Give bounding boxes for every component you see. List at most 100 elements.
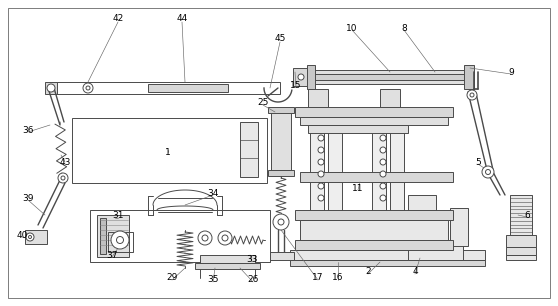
Bar xyxy=(308,74,466,80)
Circle shape xyxy=(318,147,324,153)
Bar xyxy=(506,235,536,247)
Bar xyxy=(307,65,315,89)
Bar xyxy=(25,230,47,244)
Text: 44: 44 xyxy=(176,13,187,23)
Bar xyxy=(308,70,466,84)
Circle shape xyxy=(380,171,386,177)
Text: 2: 2 xyxy=(365,267,371,277)
Bar xyxy=(408,245,463,260)
Circle shape xyxy=(318,183,324,189)
Circle shape xyxy=(380,159,386,165)
Bar xyxy=(72,118,267,183)
Bar xyxy=(290,260,485,266)
Circle shape xyxy=(380,195,386,201)
Text: 9: 9 xyxy=(508,68,514,76)
Circle shape xyxy=(482,166,494,178)
Bar xyxy=(108,232,133,252)
Circle shape xyxy=(318,171,324,177)
Bar xyxy=(308,125,408,133)
Circle shape xyxy=(47,84,55,92)
Circle shape xyxy=(28,236,31,238)
Bar xyxy=(510,195,532,235)
Bar xyxy=(506,247,536,255)
Bar xyxy=(200,255,255,263)
Text: 5: 5 xyxy=(475,158,481,166)
Bar xyxy=(372,125,386,220)
Text: 17: 17 xyxy=(312,274,324,282)
Bar xyxy=(90,210,270,262)
Bar xyxy=(380,89,400,107)
Bar xyxy=(308,89,328,107)
Circle shape xyxy=(318,195,324,201)
Text: 6: 6 xyxy=(524,211,530,219)
Text: 29: 29 xyxy=(166,274,177,282)
Bar xyxy=(148,84,228,92)
Bar xyxy=(271,108,291,170)
Bar xyxy=(464,65,474,89)
Text: 8: 8 xyxy=(401,24,407,32)
Circle shape xyxy=(470,93,474,97)
Circle shape xyxy=(61,176,65,180)
Circle shape xyxy=(380,147,386,153)
Bar xyxy=(295,240,453,250)
Bar xyxy=(408,195,436,250)
Text: 4: 4 xyxy=(412,267,418,277)
Bar xyxy=(328,125,342,220)
Bar xyxy=(45,82,57,94)
Bar xyxy=(240,122,258,177)
Circle shape xyxy=(86,86,90,90)
Bar xyxy=(97,215,129,257)
Circle shape xyxy=(380,135,386,141)
Bar xyxy=(310,125,324,220)
Bar xyxy=(100,218,106,254)
Text: 10: 10 xyxy=(347,24,358,32)
Bar xyxy=(300,220,448,240)
Circle shape xyxy=(26,233,34,241)
Circle shape xyxy=(318,135,324,141)
Text: 34: 34 xyxy=(208,188,219,197)
Circle shape xyxy=(58,173,68,183)
Bar xyxy=(295,210,453,220)
Bar xyxy=(295,107,453,117)
Text: 11: 11 xyxy=(352,184,364,192)
Bar xyxy=(300,172,453,182)
Bar xyxy=(268,170,294,176)
Circle shape xyxy=(111,231,129,249)
Circle shape xyxy=(278,219,284,225)
Bar xyxy=(300,117,448,125)
Circle shape xyxy=(380,183,386,189)
Text: 40: 40 xyxy=(16,230,28,240)
Bar xyxy=(270,252,294,260)
Circle shape xyxy=(218,231,232,245)
Text: 43: 43 xyxy=(59,158,71,166)
Text: 26: 26 xyxy=(247,275,259,285)
Text: 1: 1 xyxy=(165,147,171,156)
Circle shape xyxy=(222,235,228,241)
Circle shape xyxy=(298,74,304,80)
Circle shape xyxy=(467,90,477,100)
Bar xyxy=(195,263,260,269)
Bar xyxy=(506,255,536,260)
Circle shape xyxy=(273,214,289,230)
Bar xyxy=(293,68,309,86)
Text: 31: 31 xyxy=(112,211,124,219)
Bar xyxy=(450,208,468,246)
Text: 37: 37 xyxy=(106,251,118,259)
Text: 16: 16 xyxy=(332,274,344,282)
Circle shape xyxy=(318,159,324,165)
Text: 39: 39 xyxy=(22,193,33,203)
Bar xyxy=(52,82,280,94)
Text: 33: 33 xyxy=(246,256,258,264)
Bar xyxy=(268,107,294,113)
Text: 45: 45 xyxy=(275,33,286,43)
Circle shape xyxy=(83,83,93,93)
Text: 42: 42 xyxy=(112,13,124,23)
Text: 25: 25 xyxy=(257,98,269,106)
Circle shape xyxy=(117,237,123,244)
Circle shape xyxy=(485,170,490,174)
Bar xyxy=(390,125,404,220)
Bar xyxy=(290,250,485,260)
Circle shape xyxy=(202,235,208,241)
Circle shape xyxy=(198,231,212,245)
Text: 36: 36 xyxy=(22,125,33,135)
